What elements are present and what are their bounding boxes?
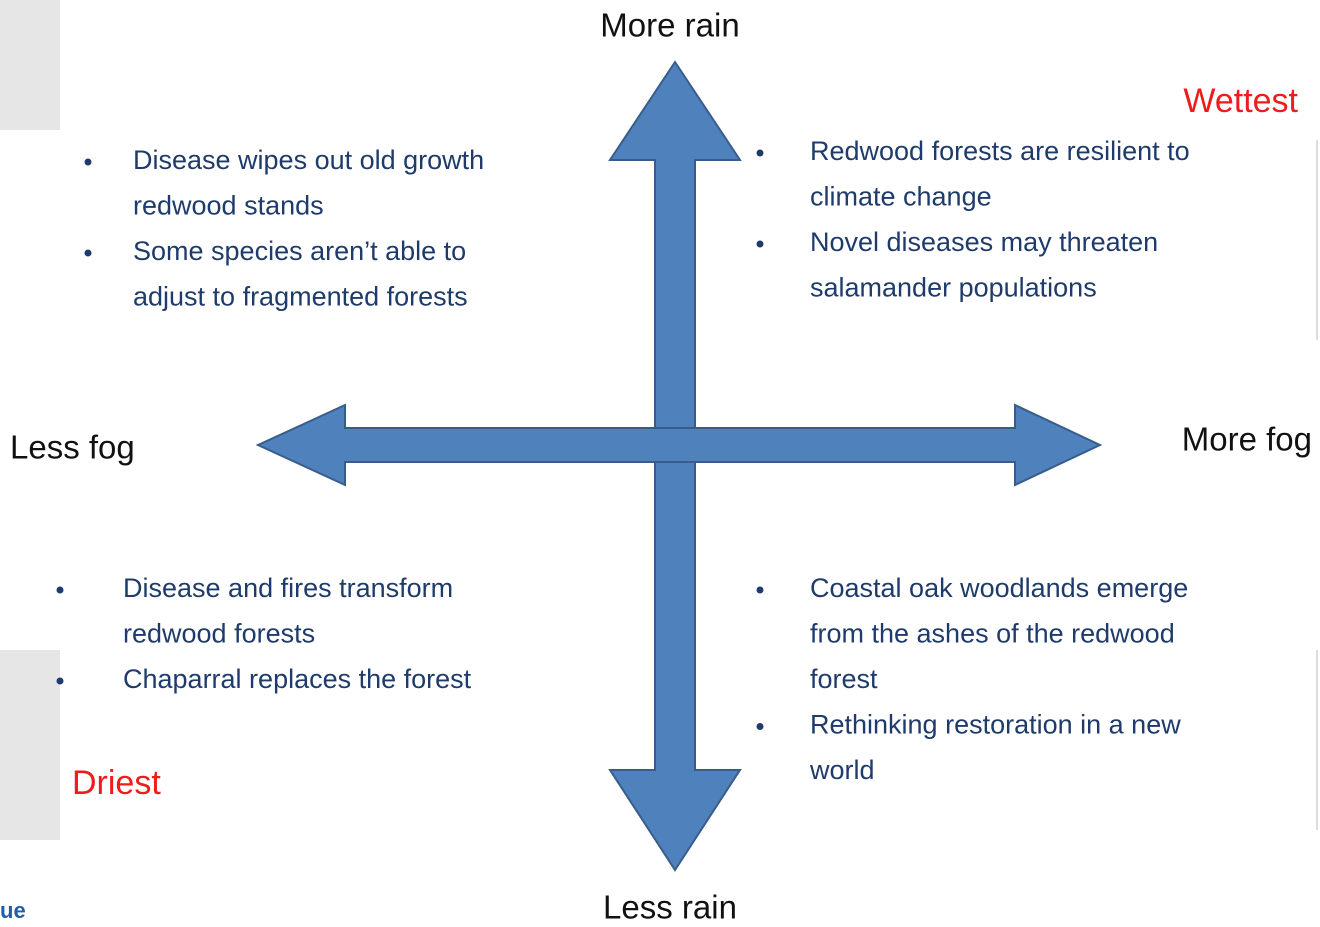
bullet-text: world xyxy=(809,755,875,785)
panel-bg xyxy=(0,650,60,840)
bullet-text: Redwood forests are resilient to xyxy=(810,136,1190,166)
bullet-text: adjust to fragmented forests xyxy=(133,282,468,312)
corner-label: Wettest xyxy=(1183,82,1298,120)
axis-label: More fog xyxy=(1182,421,1312,458)
bullet-text: redwood stands xyxy=(133,191,324,221)
bullet-text: Coastal oak woodlands emerge xyxy=(810,573,1188,603)
logo-fragment: ue xyxy=(0,898,26,923)
vertical-arrow xyxy=(608,60,742,872)
bullet-text: from the ashes of the redwood xyxy=(810,619,1175,649)
horizontal-arrow xyxy=(255,403,1103,487)
axis-label: Less rain xyxy=(603,889,737,926)
bullet-text: Novel diseases may threaten xyxy=(810,227,1158,257)
bullet-text: Rethinking restoration in a new xyxy=(810,710,1181,740)
bullet-text: climate change xyxy=(810,182,992,212)
bullet-dot xyxy=(84,249,92,257)
corner-label: Driest xyxy=(72,764,161,802)
bullet-dot xyxy=(756,723,764,730)
panel-bg xyxy=(0,0,60,130)
bullet-dot xyxy=(756,149,764,157)
bullet-text: Chaparral replaces the forest xyxy=(123,664,472,694)
bullet-text: Some species aren’t able to xyxy=(133,236,466,266)
axis-label: Less fog xyxy=(10,429,135,466)
bullet-text: redwood forests xyxy=(123,619,315,649)
bullet-text: Disease and fires transform xyxy=(123,573,453,603)
bullet-text: salamander populations xyxy=(810,273,1097,303)
bullet-dot xyxy=(756,240,764,248)
bullet-dot xyxy=(756,586,764,594)
bullet-text: Disease wipes out old growth xyxy=(133,145,484,175)
bullet-dot xyxy=(56,586,64,594)
bullet-text: forest xyxy=(810,664,878,694)
edge-line xyxy=(1316,650,1318,830)
axis-label: More rain xyxy=(600,7,739,44)
edge-line xyxy=(1316,140,1318,340)
bullet-dot xyxy=(84,158,92,166)
bullet-dot xyxy=(56,677,64,685)
